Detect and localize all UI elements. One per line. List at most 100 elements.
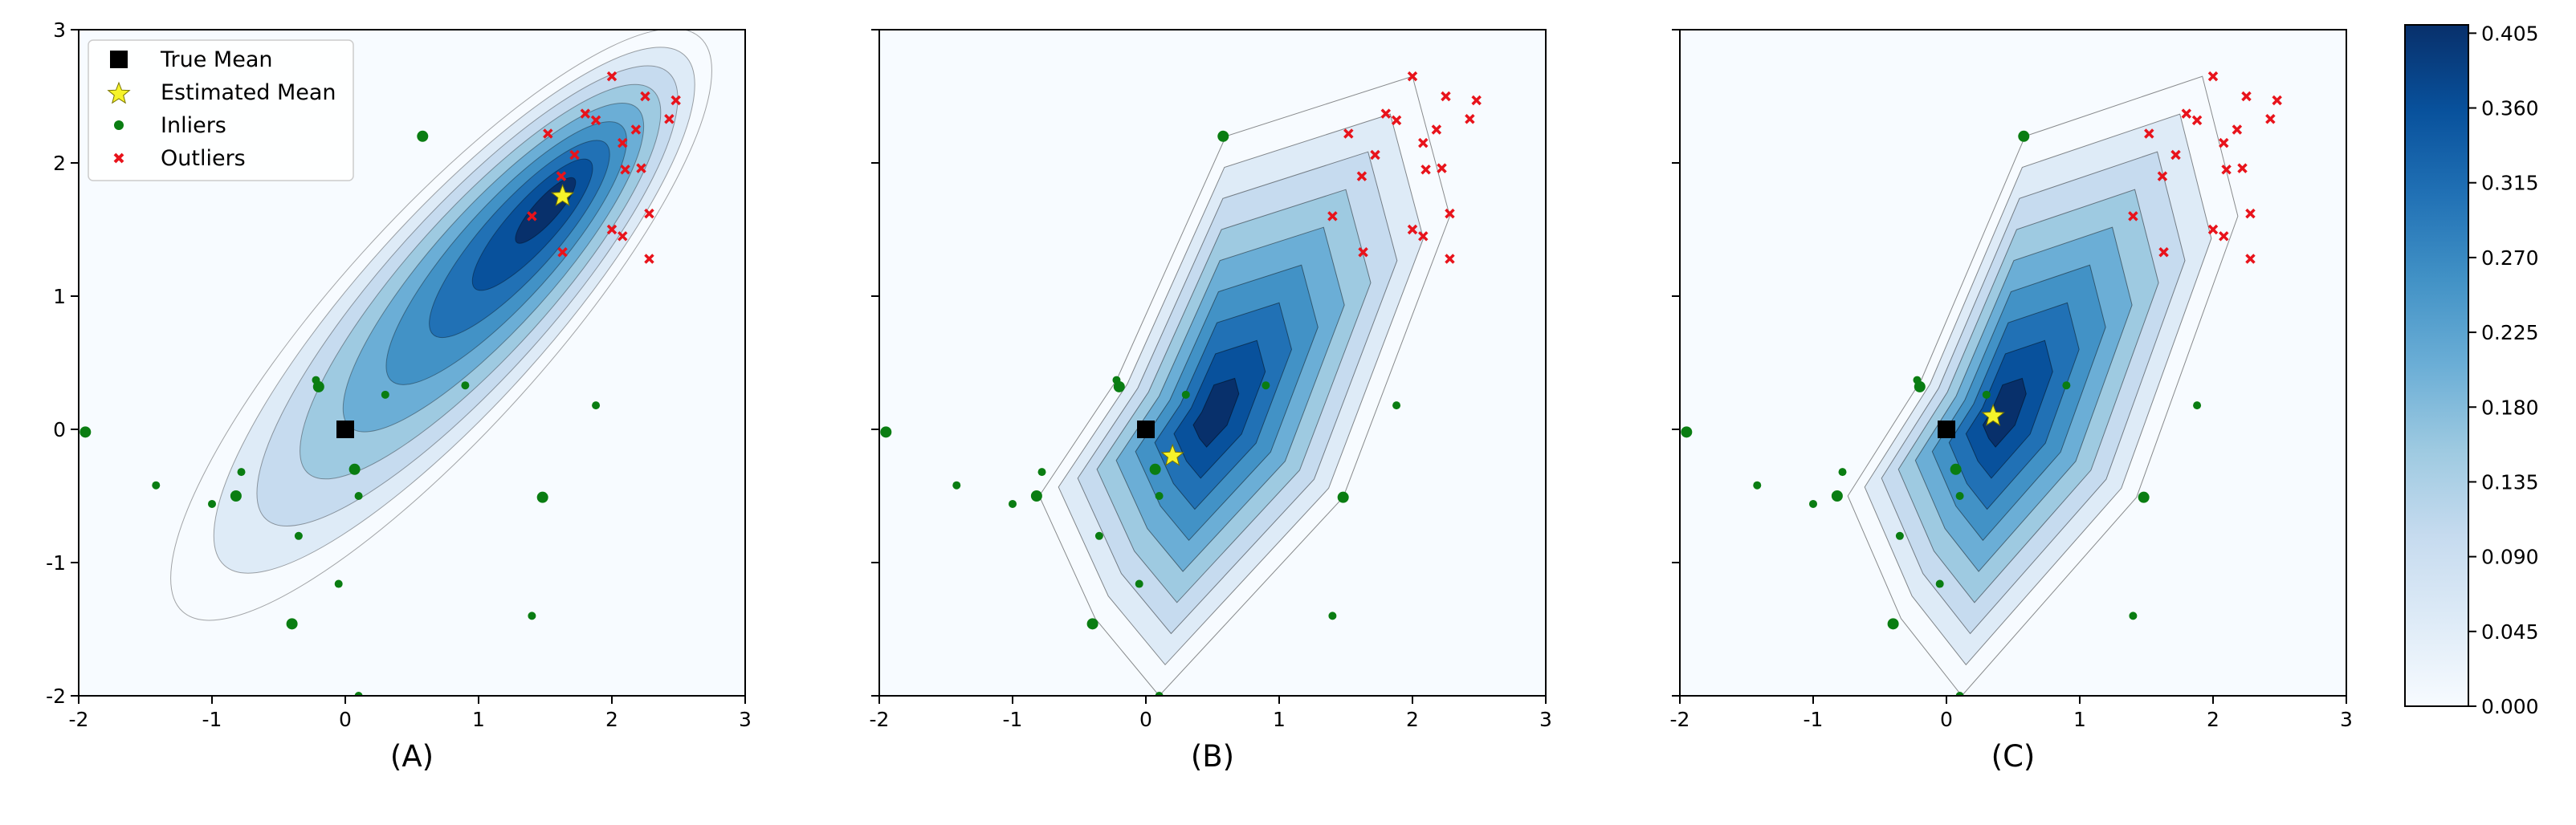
outlier-point (527, 211, 537, 221)
outlier-point (664, 113, 675, 124)
inlier-point (1838, 468, 1847, 477)
inlier-point (1149, 463, 1161, 475)
y-tick-label: -1 (46, 551, 66, 575)
panel-a-label: (A) (390, 739, 434, 774)
outlier-point (630, 124, 642, 135)
outlier-point (1327, 211, 1338, 221)
inlier-point (1337, 491, 1349, 503)
outlier-point (590, 115, 601, 126)
colorbar-gradient (2404, 24, 2469, 707)
inlier-point (1887, 618, 1899, 630)
outlier-point (2157, 171, 2168, 181)
inlier-point (1950, 463, 1962, 475)
y-tick-label: 0 (53, 418, 66, 441)
inlier-point (536, 491, 548, 503)
estimated-mean-marker (1981, 404, 2005, 426)
panel-c: -2 -1 0 1 2 3 (C) (1670, 29, 2353, 774)
inlier-point (2193, 401, 2202, 410)
inlier-point (1155, 692, 1164, 696)
inlier-point (152, 481, 161, 490)
legend-estimated-mean-marker (107, 81, 131, 104)
outlier-point (620, 165, 630, 175)
inlier-point (312, 380, 324, 392)
outlier-point (1420, 165, 1431, 175)
outlier-point (2241, 91, 2252, 102)
inlier-point (1155, 492, 1164, 500)
inlier-point (1392, 401, 1401, 410)
inlier-point (528, 612, 536, 620)
inlier-point (1831, 490, 1843, 502)
inlier-point (354, 492, 363, 500)
outlier-point (557, 246, 568, 258)
outlier-point (2221, 165, 2232, 175)
outlier-point (1380, 108, 1392, 119)
outlier-point (1465, 113, 1475, 124)
inlier-point (208, 499, 216, 508)
density-contour (1982, 377, 2027, 448)
inlier-point (381, 390, 389, 399)
panel-a: -2 -1 0 1 2 3 3 2 1 0 -1 -2 (A) True Mean Estimated… (46, 18, 752, 774)
panel-c-axes: -2 -1 0 1 2 3 (1670, 29, 2353, 731)
outlier-point (569, 149, 580, 161)
true-mean-marker (1137, 421, 1155, 438)
outlier-point (644, 254, 654, 264)
panel-c-points (1681, 71, 2282, 696)
inlier-point (1262, 381, 1270, 390)
panel-a-frame (78, 29, 746, 697)
inlier-point (1982, 390, 1991, 399)
outlier-point (644, 208, 654, 219)
inlier-point (1914, 380, 1926, 392)
outlier-point (1370, 149, 1380, 161)
outlier-point (1343, 128, 1354, 139)
outlier-point (2207, 224, 2219, 235)
inlier-point (79, 426, 92, 438)
x-tick-label: -1 (1003, 708, 1023, 731)
inlier-point (1681, 426, 1693, 438)
inlier-point (461, 381, 470, 390)
outlier-point (1407, 71, 1418, 82)
outlier-point (606, 224, 618, 235)
y-tick-label: 1 (53, 285, 66, 308)
x-tick-label: 3 (2340, 708, 2353, 731)
panel-a-points (79, 71, 681, 696)
outlier-point (606, 71, 618, 82)
inlier-point (1030, 490, 1042, 502)
legend-estimated-mean-label: Estimated Mean (161, 80, 336, 105)
inlier-point (2018, 130, 2030, 142)
x-tick-label: -1 (202, 708, 222, 731)
panel-b-frame (878, 29, 1547, 697)
legend-outliers-label: Outliers (161, 146, 246, 171)
x-tick-label: 1 (1273, 708, 1286, 731)
x-tick-label: 3 (739, 708, 752, 731)
inlier-point (354, 692, 363, 696)
legend-inliers-label: Inliers (161, 113, 226, 138)
x-tick-label: -2 (1670, 708, 1690, 731)
legend-true-mean-marker (110, 51, 128, 68)
colorbar-tick-label: 0.000 (2481, 695, 2539, 718)
inlier-point (1217, 130, 1229, 142)
estimated-mean-marker (1160, 443, 1184, 466)
y-tick-label: -2 (46, 685, 66, 708)
legend-inliers-marker (114, 120, 124, 130)
outlier-point (1445, 254, 1455, 264)
panel-b: -2 -1 0 1 2 3 (B) (870, 29, 1552, 774)
outlier-point (2237, 163, 2248, 173)
inlier-point (1809, 499, 1817, 508)
outlier-point (1407, 224, 1418, 235)
outlier-point (2170, 149, 2181, 161)
inlier-point (1009, 499, 1017, 508)
colorbar-tick-label: 0.225 (2481, 321, 2539, 344)
outlier-point (1391, 115, 1402, 126)
outlier-point (2191, 115, 2203, 126)
panel-b-axes: -2 -1 0 1 2 3 (870, 29, 1552, 731)
colorbar-tick-label: 0.405 (2481, 22, 2539, 45)
inlier-point (2062, 381, 2071, 390)
inlier-point (230, 490, 242, 502)
inlier-point (880, 426, 892, 438)
y-tick-label: 2 (53, 152, 66, 175)
density-contour (1192, 377, 1240, 448)
outlier-point (2158, 246, 2169, 258)
panel-a-axes: -2 -1 0 1 2 3 3 2 1 0 -1 -2 (46, 18, 752, 731)
outlier-point (1356, 171, 1367, 181)
